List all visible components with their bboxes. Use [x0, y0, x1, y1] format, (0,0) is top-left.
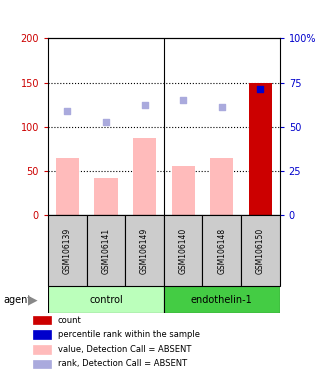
Bar	[48, 286, 164, 313]
Bar	[203, 215, 241, 286]
Bar	[94, 178, 118, 215]
Text: percentile rank within the sample: percentile rank within the sample	[58, 330, 200, 339]
Bar	[210, 157, 233, 215]
Point	[65, 108, 70, 114]
Text: value, Detection Call = ABSENT: value, Detection Call = ABSENT	[58, 345, 191, 354]
Bar	[133, 138, 156, 215]
Bar	[56, 157, 79, 215]
Text: GSM106139: GSM106139	[63, 227, 72, 274]
Point	[103, 119, 109, 125]
Bar	[48, 215, 87, 286]
Text: count: count	[58, 316, 82, 324]
Text: GSM106150: GSM106150	[256, 227, 265, 274]
Text: GSM106141: GSM106141	[101, 227, 111, 274]
Bar	[87, 215, 125, 286]
Bar	[241, 215, 280, 286]
Bar	[171, 167, 195, 215]
Text: agent: agent	[3, 295, 31, 305]
Bar	[125, 215, 164, 286]
Text: endothelin-1: endothelin-1	[191, 295, 253, 305]
Text: GSM106140: GSM106140	[179, 227, 188, 274]
Text: GSM106148: GSM106148	[217, 227, 226, 274]
Point	[142, 101, 147, 108]
Text: rank, Detection Call = ABSENT: rank, Detection Call = ABSENT	[58, 359, 187, 368]
Bar	[164, 215, 203, 286]
Bar	[164, 286, 280, 313]
Point	[180, 97, 186, 103]
Text: GSM106149: GSM106149	[140, 227, 149, 274]
Bar	[249, 83, 272, 215]
Point	[258, 86, 263, 92]
Point	[219, 104, 224, 110]
Text: ▶: ▶	[28, 294, 38, 307]
Text: control: control	[89, 295, 123, 305]
